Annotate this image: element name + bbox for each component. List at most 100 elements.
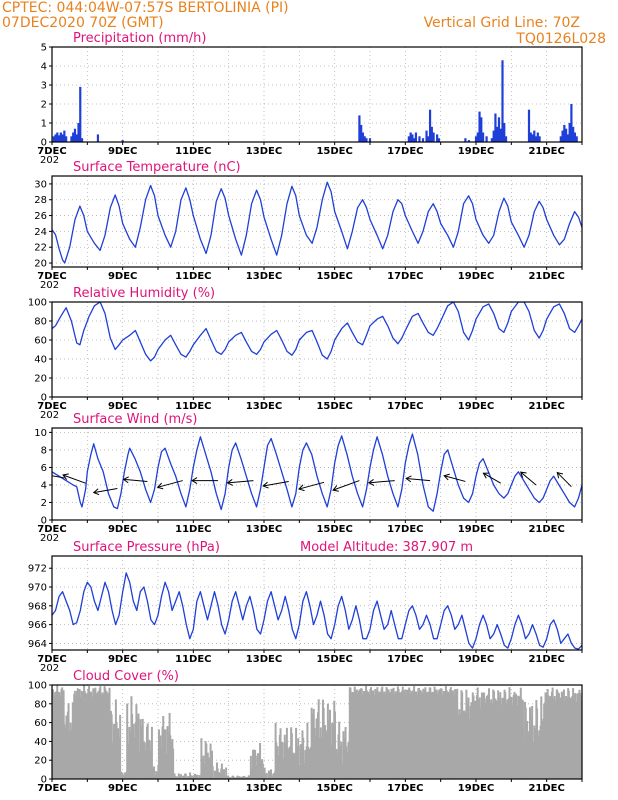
precip-data: [52, 60, 578, 142]
precip-bar: [534, 136, 538, 142]
cloud-bar: [227, 775, 230, 779]
precip-bar: [430, 126, 433, 142]
precip-bar: [572, 126, 575, 142]
temp-series-line: [52, 181, 582, 264]
wind-ytick-label: 8: [41, 445, 47, 456]
rh-xtick-label: 7DEC: [37, 401, 66, 412]
wind-xtick-label: 19DEC: [458, 524, 494, 535]
cloud-xtick-label: 15DEC: [316, 783, 352, 794]
precip-ytick-label: 4: [41, 62, 47, 73]
rh-ytick-label: 0: [41, 393, 47, 404]
rh-xtick-label: 9DEC: [108, 401, 137, 412]
cloud-bar: [286, 747, 289, 779]
precip-bar: [360, 124, 363, 142]
pres-xtick-label: 19DEC: [458, 654, 494, 665]
wind-vector: [122, 476, 148, 484]
wind-vector: [367, 479, 395, 486]
cloud-bar: [590, 695, 592, 779]
precip-bar: [79, 86, 82, 142]
cloud-bar: [302, 737, 305, 779]
precip-bar: [121, 140, 124, 142]
precip-ytick-label: 5: [41, 43, 47, 54]
cloud-bar: [150, 726, 153, 779]
cloud-xtick-label: 13DEC: [246, 783, 282, 794]
precip-bar: [561, 130, 564, 142]
precip-bar: [411, 134, 414, 142]
precip-xtick-label: 19DEC: [458, 146, 494, 157]
precip-bar: [56, 132, 59, 142]
pres-xtick-label: 11DEC: [175, 654, 211, 665]
pres-xtick-label: 17DEC: [387, 654, 423, 665]
cloud-bar: [599, 690, 601, 779]
pres-ytick-label: 972: [28, 564, 47, 575]
wind-ytick-label: 10: [34, 428, 47, 439]
cloud-bar: [184, 774, 187, 779]
wind-xtick-label: 21DEC: [528, 524, 564, 535]
cloud-xtick-label: 11DEC: [175, 783, 211, 794]
header-location: CPTEC: 044:04W-07:57S BERTOLINIA (PI): [2, 0, 289, 16]
wind-vector: [262, 480, 289, 489]
pres-title: Surface Pressure (hPa): [73, 540, 220, 555]
temp-ytick-label: 30: [34, 179, 47, 190]
temp-ytick-label: 26: [34, 211, 47, 222]
precip-bar: [504, 136, 508, 142]
precip-bar: [54, 134, 57, 142]
rh-panel: 0 20 40 60 80 100 7DEC 9DEC 11DEC 13DEC 15DEC 17DEC…: [28, 286, 583, 421]
rh-xtick-label: 19DEC: [458, 401, 494, 412]
cloud-bar: [223, 769, 226, 779]
header-date: 07DEC2020 70Z (GMT): [2, 15, 164, 31]
cloud-bar: [595, 698, 597, 779]
temp-xtick-label: 21DEC: [528, 271, 564, 282]
precip-xtick-label: 11DEC: [175, 146, 211, 157]
cloud-bar: [345, 746, 348, 779]
cloud-bar: [590, 694, 592, 779]
precip-bar: [499, 128, 502, 142]
cloud-ytick-label: 60: [34, 718, 47, 729]
temp-ytick-label: 20: [34, 259, 47, 270]
precip-bar: [428, 109, 432, 142]
cloud-bar: [588, 690, 590, 779]
cloud-bar: [234, 777, 237, 779]
cloud-bar: [238, 776, 241, 779]
precip-xtick-label: 13DEC: [246, 146, 282, 157]
cloud-bar: [584, 696, 586, 779]
precip-bar: [536, 132, 539, 142]
cloud-bar: [596, 704, 598, 779]
wind-vector: [298, 481, 325, 492]
wind-ytick-label: 2: [41, 498, 47, 509]
cloud-bar: [249, 755, 252, 779]
precip-bar: [563, 124, 566, 142]
cloud-bar: [592, 700, 594, 779]
precip-bar: [57, 135, 61, 142]
cloud-bar: [272, 773, 275, 779]
cloud-bar: [595, 689, 597, 779]
rh-xtick-label: 13DEC: [246, 401, 282, 412]
cloud-bar: [211, 766, 214, 779]
precip-bar: [61, 134, 64, 142]
wind-title: Surface Wind (m/s): [73, 412, 197, 427]
rh-ytick-label: 80: [34, 317, 47, 328]
cloud-bar: [591, 705, 593, 779]
precip-ytick-label: 3: [41, 81, 47, 92]
precip-ytick-label: 2: [41, 100, 47, 111]
wind-xtick-label: 13DEC: [246, 524, 282, 535]
wind-vector: [520, 471, 537, 486]
cloud-bar: [329, 709, 332, 779]
wind-ytick-label: 4: [41, 480, 47, 491]
precip-bar: [529, 132, 532, 142]
precip-xtick-label: 21DEC: [528, 146, 564, 157]
temp-xtick-label: 9DEC: [108, 271, 137, 282]
pres-ytick-label: 964: [28, 639, 47, 650]
header-model-code: TQ0126L028: [516, 31, 606, 47]
precip-bar: [568, 123, 571, 142]
wind-vector: [62, 473, 86, 484]
cloud-bar: [216, 768, 219, 779]
cloud-bar: [259, 760, 262, 779]
precip-bar: [464, 138, 467, 142]
precip-bar: [570, 104, 573, 142]
pres-frame: [51, 555, 583, 651]
cloud-bar: [172, 748, 175, 779]
precip-bar: [363, 136, 366, 142]
temp-xtick-label: 17DEC: [387, 271, 423, 282]
temp-year-label: 202: [40, 280, 59, 291]
